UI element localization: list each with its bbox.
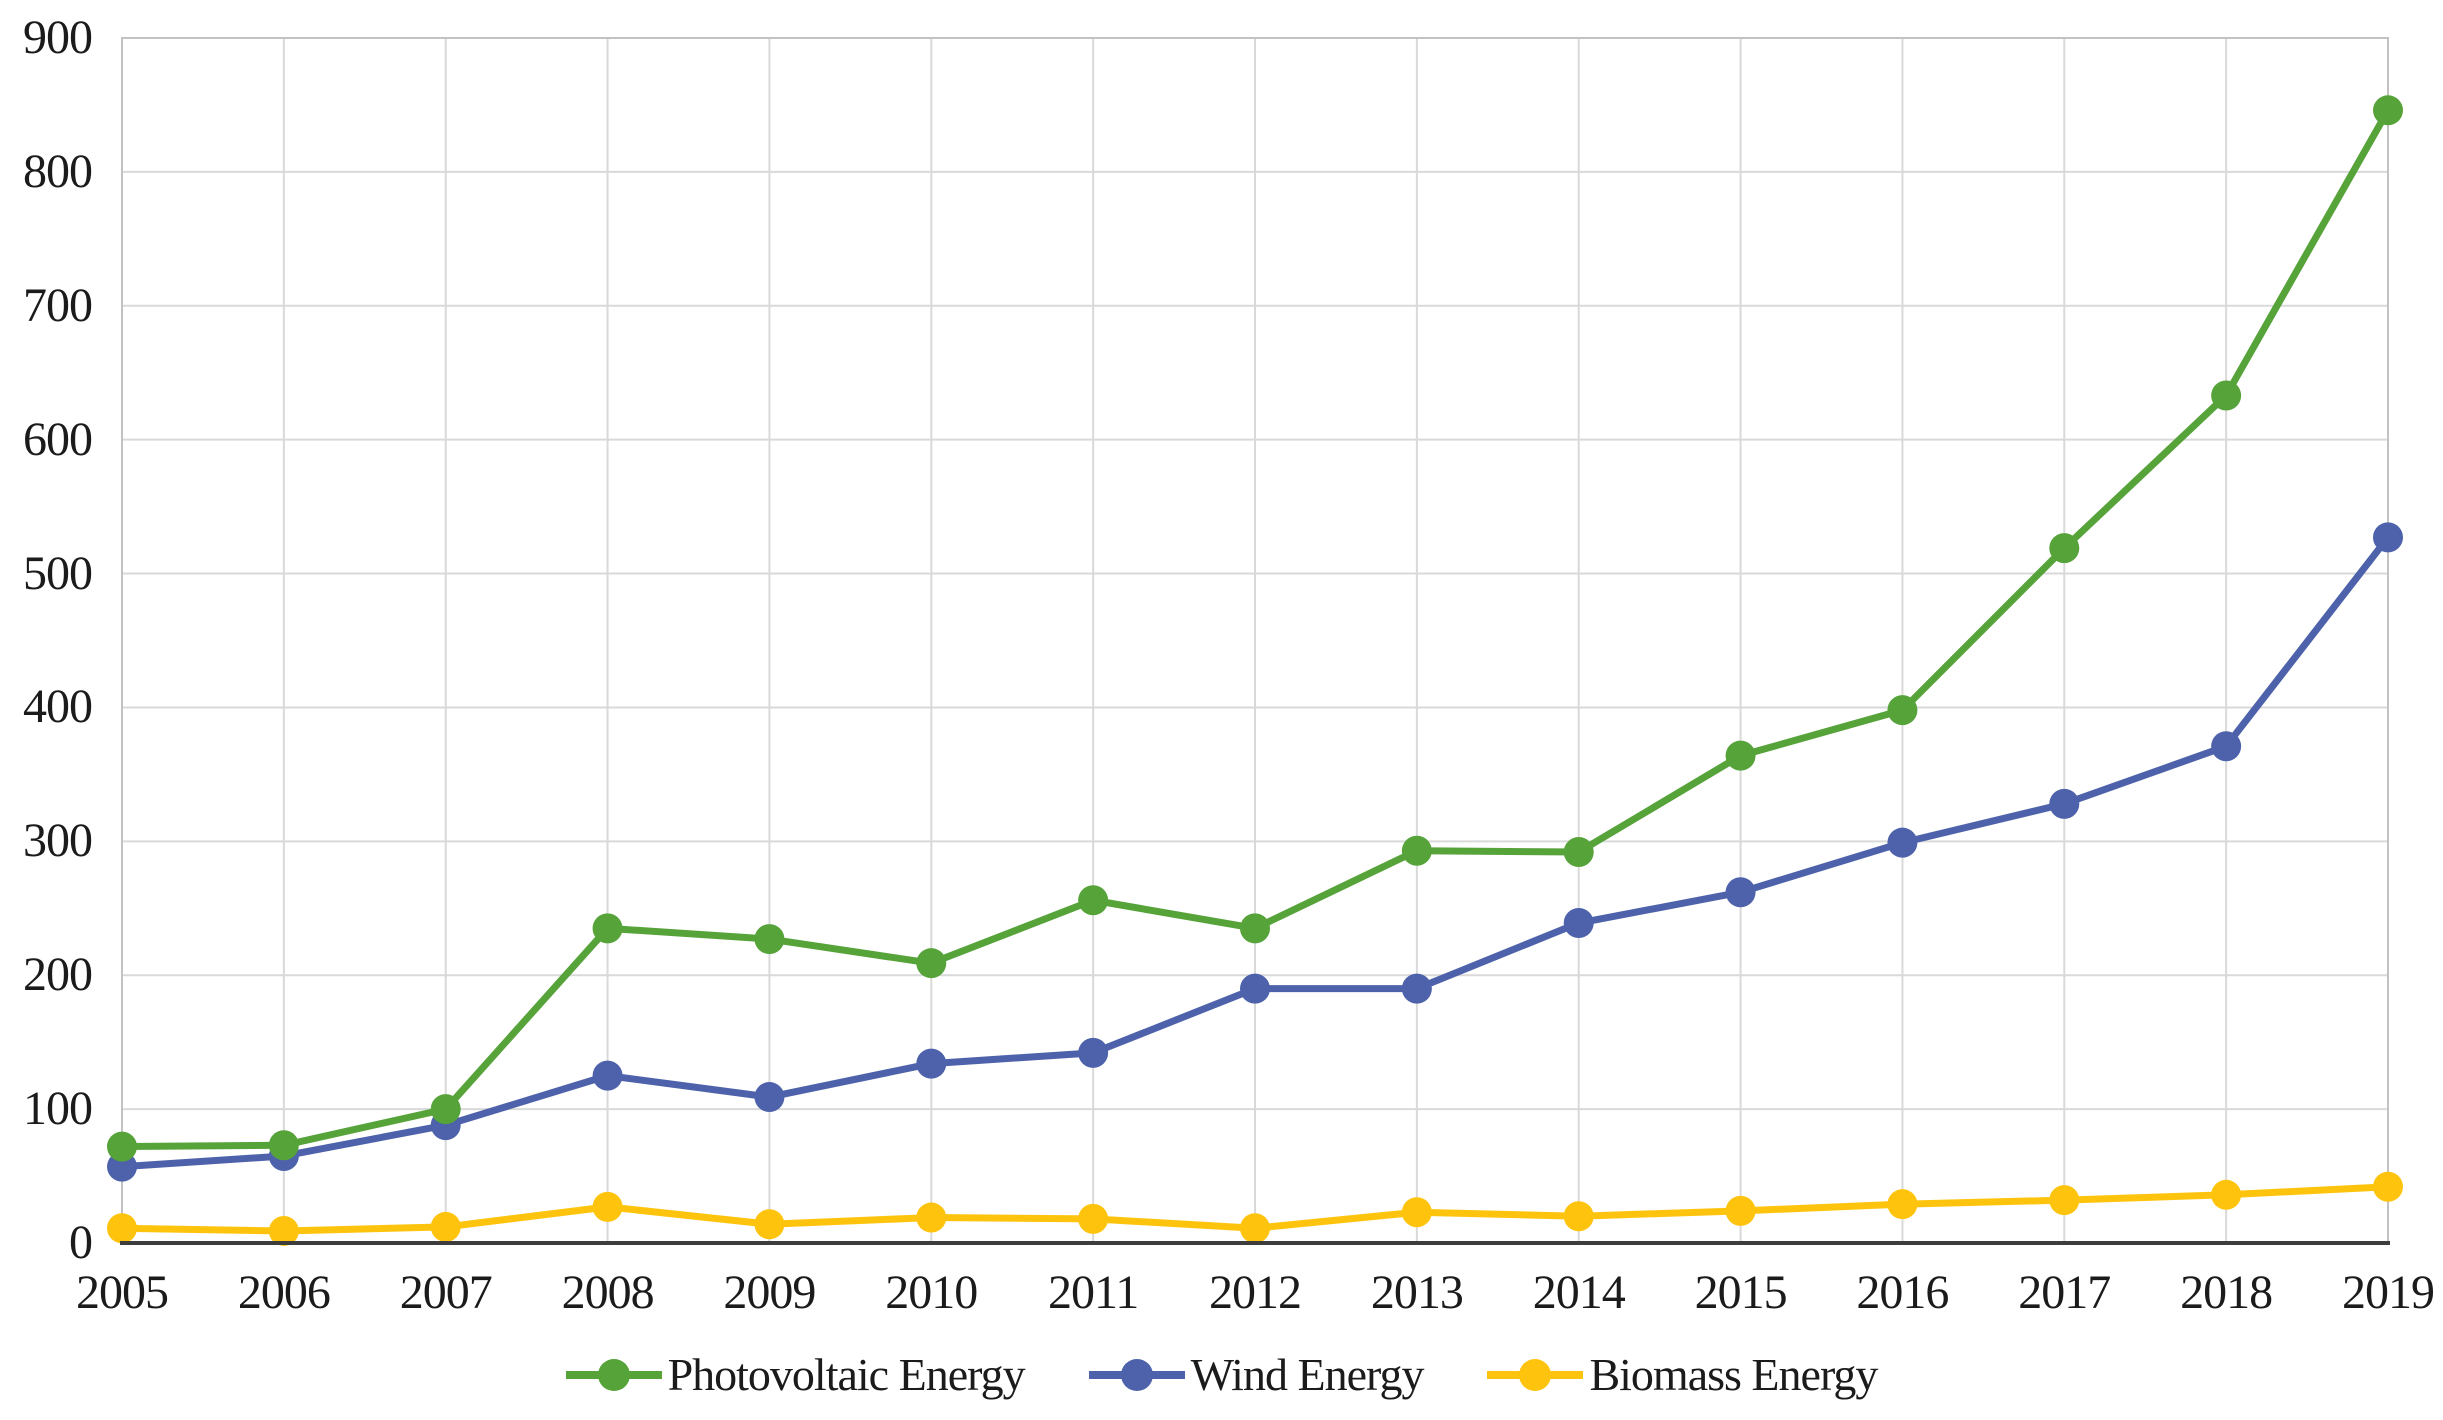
y-tick-label: 0 xyxy=(69,1216,93,1269)
data-point xyxy=(754,924,785,955)
data-point xyxy=(107,1213,137,1244)
data-point xyxy=(1240,1213,1270,1244)
legend-label: Photovoltaic Energy xyxy=(667,1349,1026,1400)
y-tick-label: 400 xyxy=(23,680,93,734)
y-tick-label: 300 xyxy=(23,814,93,868)
data-point xyxy=(1725,740,1756,771)
data-point xyxy=(592,913,623,944)
data-point xyxy=(430,1094,461,1125)
x-tick-label: 2006 xyxy=(237,1266,331,1319)
data-point xyxy=(2211,380,2242,411)
data-point xyxy=(592,1060,623,1091)
chart-legend: Photovoltaic Energy Wind Energy Biomass En… xyxy=(0,1340,2443,1410)
legend-line-dot-icon xyxy=(1487,1343,1584,1407)
data-point xyxy=(1401,835,1432,866)
x-tick-label: 2008 xyxy=(561,1266,655,1319)
data-point xyxy=(916,1202,947,1233)
data-point xyxy=(2211,1179,2242,1210)
data-point xyxy=(268,1130,299,1161)
data-point xyxy=(1887,827,1918,858)
data-point xyxy=(916,948,947,979)
legend-label: Wind Energy xyxy=(1190,1349,1425,1400)
data-point xyxy=(2373,95,2403,126)
data-point xyxy=(2211,731,2242,762)
data-point xyxy=(2049,1185,2080,1216)
data-point xyxy=(430,1211,461,1242)
x-tick-label: 2009 xyxy=(723,1266,816,1319)
legend-item-wind-energy: Wind Energy xyxy=(1088,1343,1425,1407)
y-tick-label: 200 xyxy=(23,948,93,1002)
x-tick-label: 2017 xyxy=(2018,1266,2111,1319)
x-tick-label: 2012 xyxy=(1209,1266,1302,1319)
data-point xyxy=(1401,973,1432,1004)
data-point xyxy=(1563,1201,1594,1232)
data-point xyxy=(916,1048,947,1079)
data-point xyxy=(1078,885,1109,916)
data-point xyxy=(1887,695,1918,726)
data-point xyxy=(1401,1197,1432,1228)
y-tick-label: 900 xyxy=(23,11,93,64)
data-point xyxy=(754,1209,785,1240)
data-point xyxy=(2373,1171,2403,1202)
legend-item-biomass-energy: Biomass Energy xyxy=(1487,1343,1878,1407)
data-point xyxy=(1240,913,1270,944)
x-tick-label: 2015 xyxy=(1694,1266,1788,1319)
vertical-gridlines xyxy=(121,38,2389,1243)
data-point xyxy=(2049,533,2080,564)
y-tick-label: 600 xyxy=(23,412,93,466)
data-point xyxy=(2373,522,2403,553)
series-wind-energy xyxy=(107,522,2403,1182)
data-point xyxy=(107,1131,137,1162)
series-biomass-energy xyxy=(107,1171,2403,1246)
data-point xyxy=(268,1215,299,1246)
data-point xyxy=(754,1082,785,1113)
data-point xyxy=(1563,837,1594,868)
x-tick-label: 2005 xyxy=(76,1266,169,1319)
y-tick-label: 100 xyxy=(23,1082,93,1136)
legend-item-photovoltaic-energy: Photovoltaic Energy xyxy=(565,1343,1026,1407)
x-tick-label: 2016 xyxy=(1856,1266,1949,1319)
x-tick-label: 2013 xyxy=(1370,1266,1464,1319)
data-point xyxy=(1725,1195,1756,1226)
data-point xyxy=(1078,1203,1109,1234)
data-point xyxy=(1240,973,1270,1004)
data-point xyxy=(592,1191,623,1222)
x-tick-label: 2018 xyxy=(2180,1266,2273,1319)
x-tick-label: 2010 xyxy=(885,1266,978,1319)
legend-label: Biomass Energy xyxy=(1589,1349,1878,1400)
y-tick-label: 500 xyxy=(23,546,93,600)
data-point xyxy=(1887,1189,1918,1220)
legend-line-dot-icon xyxy=(1088,1343,1185,1407)
x-tick-label: 2019 xyxy=(2342,1266,2435,1319)
data-point xyxy=(2049,788,2080,819)
data-point xyxy=(1725,877,1756,908)
x-tick-label: 2014 xyxy=(1532,1266,1626,1319)
series-photovoltaic-energy xyxy=(107,95,2403,1162)
legend-line-dot-icon xyxy=(565,1343,662,1407)
y-tick-label: 700 xyxy=(23,278,93,332)
y-tick-label: 800 xyxy=(23,144,93,198)
data-point xyxy=(1563,908,1594,939)
x-tick-label: 2011 xyxy=(1048,1266,1139,1319)
data-point xyxy=(1078,1037,1109,1068)
x-tick-label: 2007 xyxy=(399,1266,493,1319)
